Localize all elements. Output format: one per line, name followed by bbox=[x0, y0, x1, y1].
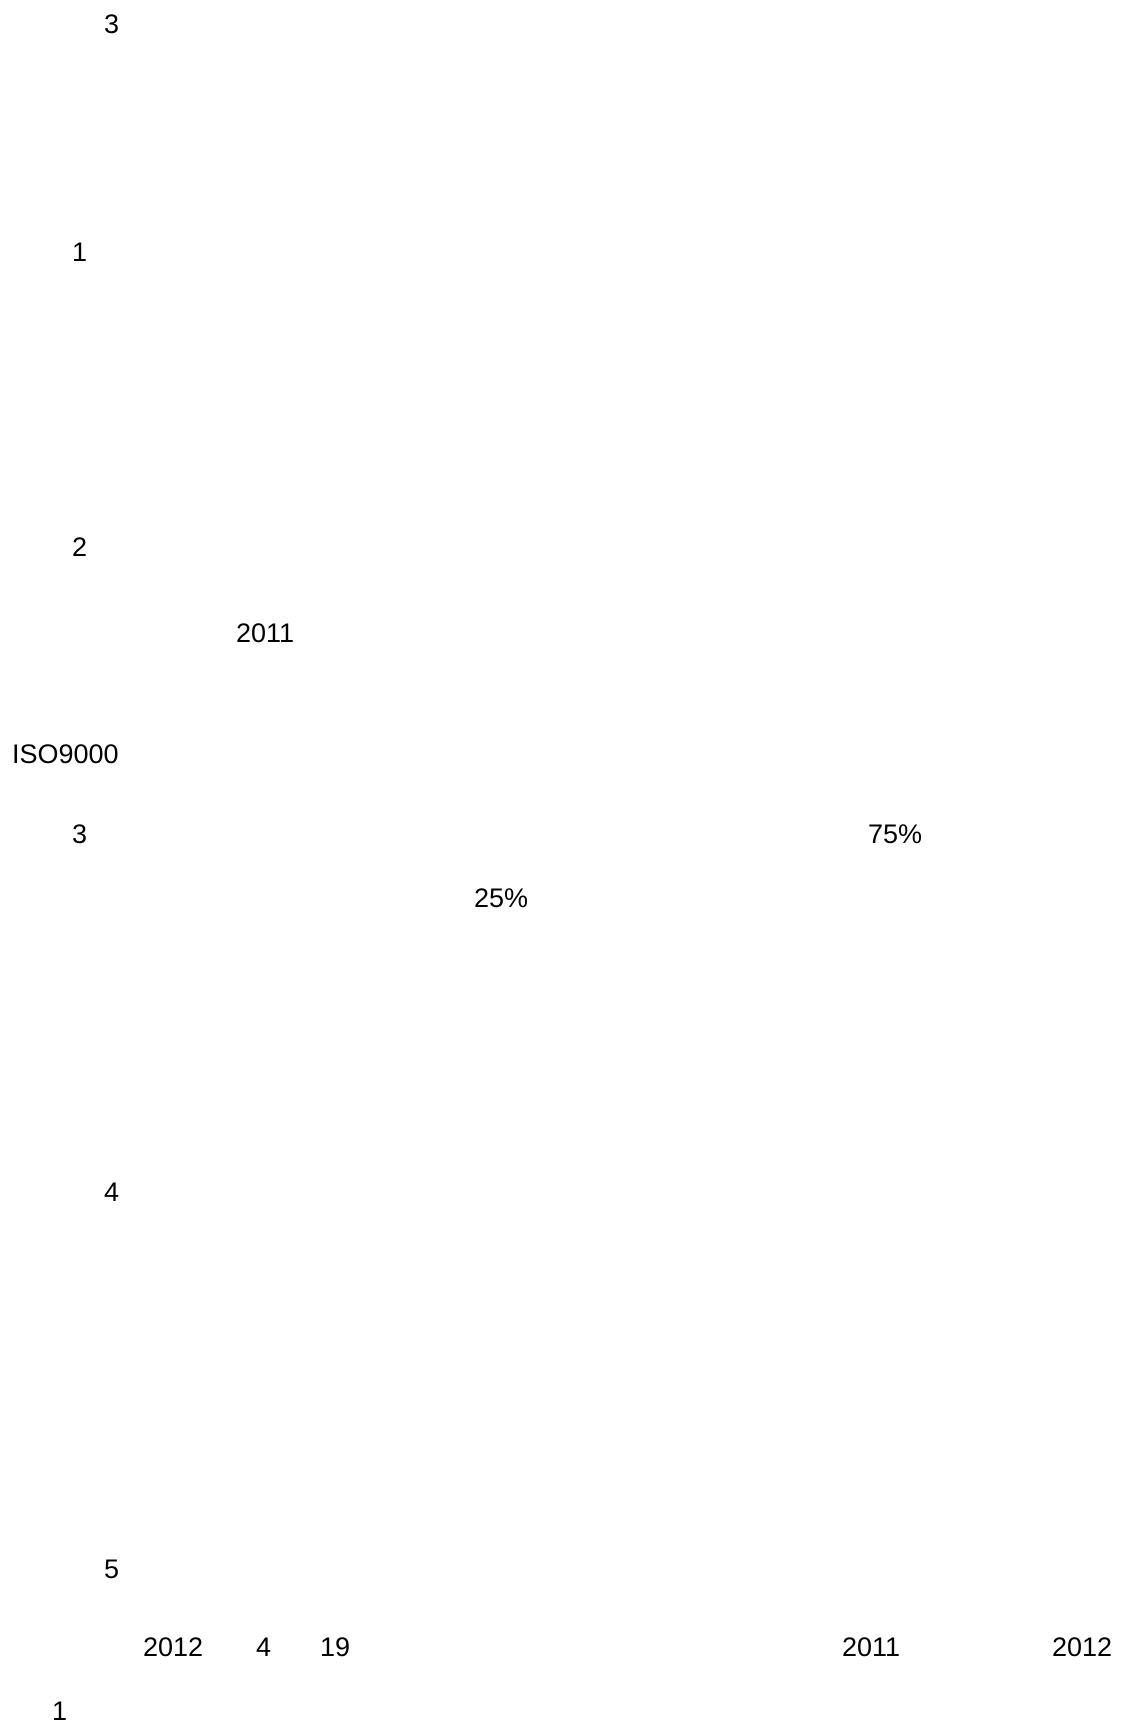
percent-25: 25% bbox=[474, 883, 529, 913]
percent-75: 75% bbox=[868, 819, 923, 849]
year-2011-right: 2011 bbox=[842, 1632, 901, 1662]
item-number-3: 3 bbox=[72, 819, 88, 849]
section-number-3: 3 bbox=[104, 9, 120, 39]
item-number-1: 1 bbox=[72, 237, 88, 267]
item-number-2: 2 bbox=[72, 532, 88, 562]
date-month-4: 4 bbox=[256, 1632, 272, 1662]
footnote-number-1: 1 bbox=[52, 1696, 68, 1726]
section-number-4: 4 bbox=[104, 1177, 120, 1207]
year-2012-right: 2012 bbox=[1052, 1632, 1113, 1662]
iso9000-label: ISO9000 bbox=[12, 739, 119, 769]
date-year-2012: 2012 bbox=[143, 1632, 204, 1662]
year-2011: 2011 bbox=[236, 618, 295, 648]
date-day-19: 19 bbox=[320, 1632, 351, 1662]
section-number-5: 5 bbox=[104, 1554, 120, 1584]
